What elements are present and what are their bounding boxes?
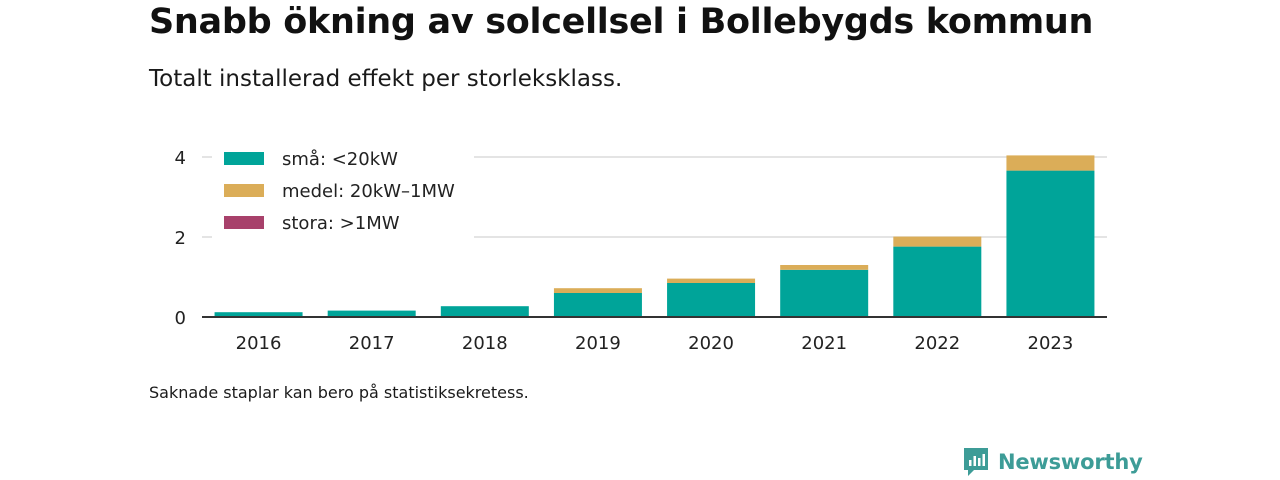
x-tick-label: 2017	[349, 333, 395, 354]
legend-label-1: medel: 20kW–1MW	[282, 181, 455, 202]
bar-2018-series-0	[440, 306, 529, 317]
stacked-bar-chart: 0 2 4 2016 2017 2018 2019 2020 2021 2022 2023 små: …	[174, 148, 1107, 354]
x-tick-label: 2019	[575, 333, 621, 354]
legend-swatch-1	[224, 184, 264, 197]
bar-2017-series-0	[327, 310, 416, 317]
x-tick-label: 2018	[462, 333, 508, 354]
x-tick-label: 2020	[688, 333, 734, 354]
bar-2023-series-0	[1006, 170, 1095, 317]
x-tick-label: 2022	[914, 333, 960, 354]
bar-2019-series-1	[553, 288, 642, 293]
bar-2016-series-0	[214, 312, 303, 317]
bar-2022-series-0	[893, 246, 982, 317]
x-tick-label: 2016	[236, 333, 282, 354]
legend-label-0: små: <20kW	[282, 149, 398, 170]
chart-title: Snabb ökning av solcellsel i Bollebygds …	[149, 2, 1094, 42]
bar-2020-series-1	[667, 278, 756, 283]
legend-swatch-0	[224, 152, 264, 165]
bar-chart-logo-icon	[964, 448, 988, 476]
x-tick-label: 2023	[1028, 333, 1074, 354]
bar-2021-series-0	[780, 269, 869, 317]
bar-2023-series-1	[1006, 155, 1095, 171]
legend-swatch-2	[224, 216, 264, 229]
newsworthy-logo: Newsworthy	[962, 446, 1143, 478]
y-tick-label: 4	[175, 148, 186, 169]
bar-2020-series-0	[667, 283, 756, 317]
chart-subtitle: Totalt installerad effekt per storlekskl…	[149, 66, 623, 92]
brand-name: Newsworthy	[998, 450, 1143, 474]
legend-label-2: stora: >1MW	[282, 213, 400, 234]
y-tick-label: 2	[175, 228, 186, 249]
footnote: Saknade staplar kan bero på statistiksek…	[149, 383, 529, 402]
bar-2019-series-0	[553, 293, 642, 317]
bar-2021-series-1	[780, 265, 869, 270]
x-tick-label: 2021	[801, 333, 847, 354]
bar-2022-series-1	[893, 236, 982, 247]
y-tick-label: 0	[175, 308, 186, 329]
